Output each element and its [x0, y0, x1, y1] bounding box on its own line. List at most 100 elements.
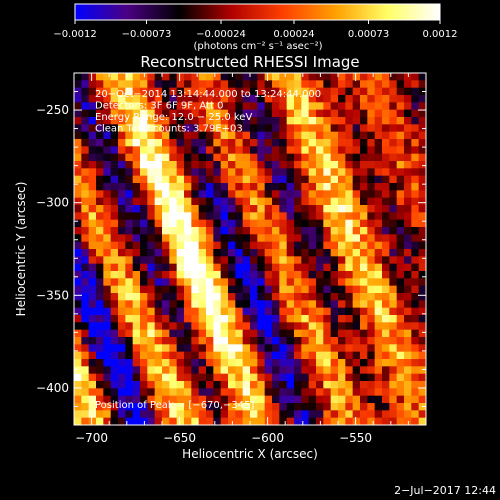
- heatmap-cell: [110, 278, 119, 287]
- heatmap-cell: [279, 249, 288, 257]
- heatmap-cell: [228, 190, 236, 199]
- heatmap-cell: [198, 307, 207, 316]
- heatmap-cell: [279, 102, 288, 111]
- heatmap-cell: [191, 285, 200, 294]
- heatmap-cell: [316, 153, 324, 162]
- heatmap-cell: [162, 337, 170, 345]
- heatmap-cell: [286, 300, 295, 309]
- heatmap-cell: [74, 249, 82, 257]
- heatmap-cell: [382, 329, 390, 338]
- heatmap-cell: [81, 212, 90, 221]
- heatmap-cell: [125, 109, 134, 118]
- heatmap-cell: [360, 395, 368, 404]
- heatmap-cell: [257, 403, 266, 411]
- heatmap-cell: [125, 359, 134, 367]
- heatmap-cell: [352, 109, 361, 118]
- heatmap-cell: [264, 124, 273, 133]
- heatmap-cell: [220, 87, 229, 96]
- heatmap-cell: [81, 190, 90, 199]
- heatmap-cell: [96, 417, 104, 425]
- heatmap-cell: [228, 183, 236, 191]
- heatmap-cell: [382, 373, 390, 382]
- heatmap-cell: [184, 95, 192, 103]
- heatmap-cell: [396, 146, 405, 155]
- heatmap-cell: [147, 131, 156, 140]
- heatmap-cell: [411, 190, 420, 199]
- heatmap-cell: [308, 322, 317, 331]
- heatmap-cell: [88, 373, 97, 382]
- heatmap-cell: [162, 373, 170, 382]
- heatmap-cell: [396, 197, 405, 206]
- heatmap-cell: [374, 373, 383, 382]
- heatmap-cell: [330, 329, 339, 338]
- heatmap-cell: [374, 337, 383, 345]
- heatmap-cell: [103, 249, 112, 257]
- heatmap-cell: [81, 146, 90, 155]
- heatmap-cell: [338, 417, 346, 425]
- heatmap-cell: [140, 95, 148, 103]
- heatmap-cell: [125, 256, 134, 265]
- heatmap-cell: [286, 293, 295, 301]
- heatmap-cell: [176, 212, 185, 221]
- heatmap-cell: [250, 293, 258, 301]
- heatmap-cell: [132, 285, 141, 294]
- heatmap-cell: [345, 161, 354, 169]
- heatmap-cell: [206, 403, 214, 411]
- heatmap-cell: [338, 395, 346, 404]
- heatmap-cell: [352, 285, 361, 294]
- heatmap-cell: [323, 293, 332, 301]
- heatmap-cell: [374, 80, 383, 89]
- heatmap-cell: [169, 80, 178, 89]
- heatmap-cell: [264, 212, 273, 221]
- heatmap-cell: [81, 227, 90, 235]
- heatmap-cell: [367, 212, 376, 221]
- heatmap-cell: [323, 329, 332, 338]
- heatmap-cell: [382, 161, 390, 169]
- heatmap-cell: [316, 381, 324, 389]
- heatmap-cell: [213, 73, 222, 81]
- heatmap-cell: [242, 329, 251, 338]
- heatmap-cell: [242, 102, 251, 111]
- heatmap-cell: [257, 102, 266, 111]
- heatmap-cell: [411, 329, 420, 338]
- heatmap-cell: [176, 410, 185, 419]
- heatmap-cell: [213, 234, 222, 243]
- heatmap-cell: [235, 102, 244, 111]
- heatmap-cell: [367, 87, 376, 96]
- heatmap-cell: [330, 124, 339, 133]
- heatmap-cell: [235, 234, 244, 243]
- heatmap-cell: [396, 117, 405, 125]
- heatmap-cell: [264, 285, 273, 294]
- heatmap-cell: [396, 322, 405, 331]
- heatmap-cell: [396, 227, 405, 235]
- heatmap-cell: [374, 197, 383, 206]
- heatmap-cell: [382, 175, 390, 184]
- heatmap-cell: [404, 117, 412, 125]
- heatmap-cell: [382, 212, 390, 221]
- heatmap-cell: [74, 80, 82, 89]
- heatmap-cell: [74, 139, 82, 147]
- heatmap-cell: [404, 366, 412, 375]
- heatmap-cell: [411, 234, 420, 243]
- heatmap-cell: [74, 161, 82, 169]
- heatmap-cell: [96, 322, 104, 331]
- heatmap-cell: [323, 271, 332, 279]
- heatmap-cell: [184, 293, 192, 301]
- heatmap-cell: [250, 278, 258, 287]
- heatmap-cell: [382, 403, 390, 411]
- heatmap-cell: [235, 359, 244, 367]
- heatmap-cell: [418, 234, 426, 243]
- heatmap-cell: [206, 300, 214, 309]
- heatmap-cell: [286, 131, 295, 140]
- heatmap-cell: [301, 153, 310, 162]
- heatmap-cell: [396, 315, 405, 323]
- heatmap-cell: [228, 285, 236, 294]
- heatmap-cell: [360, 234, 368, 243]
- heatmap-cell: [162, 139, 170, 147]
- heatmap-cell: [198, 146, 207, 155]
- heatmap-cell: [360, 329, 368, 338]
- heatmap-cell: [103, 329, 112, 338]
- heatmap-cell: [396, 337, 405, 345]
- heatmap-cell: [176, 80, 185, 89]
- heatmap-cell: [374, 95, 383, 103]
